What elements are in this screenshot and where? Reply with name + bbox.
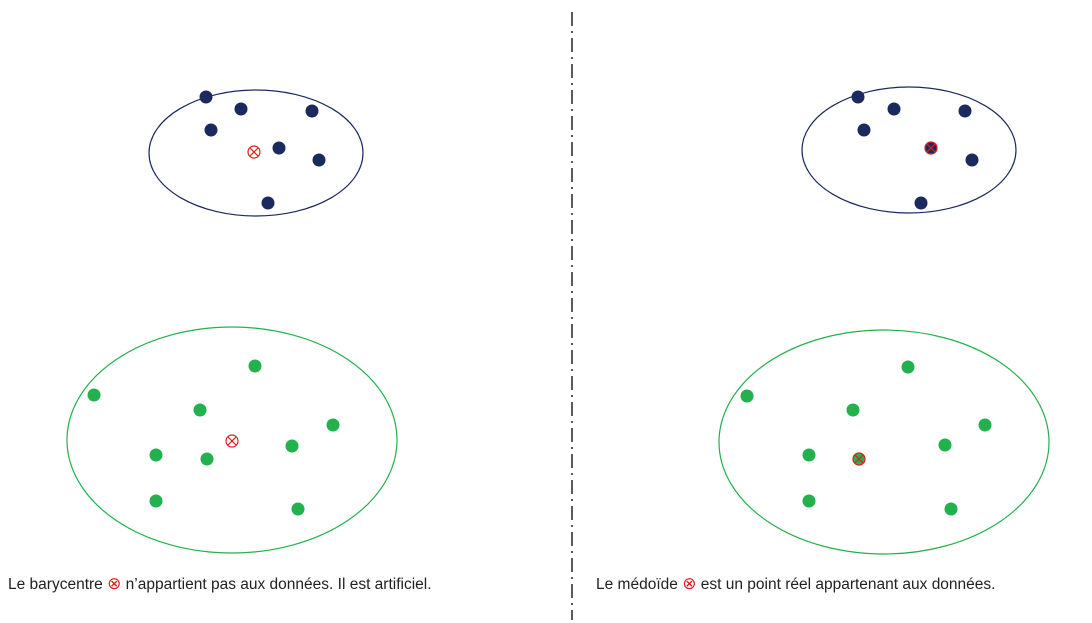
left-panel — [66, 89, 398, 554]
point — [149, 448, 163, 462]
point — [193, 403, 207, 417]
caption: Le barycentre ⊗ n’appartient pas aux don… — [8, 574, 432, 594]
point — [802, 494, 816, 508]
barycentre — [225, 434, 239, 448]
point — [200, 452, 214, 466]
point — [204, 123, 218, 137]
point — [802, 448, 816, 462]
symbol: ⊗ — [682, 574, 697, 593]
point — [261, 196, 275, 210]
caption-text: n’appartient pas aux données. Il est art… — [125, 576, 432, 593]
point — [272, 141, 286, 155]
cluster-outline — [718, 329, 1050, 555]
cluster-points — [740, 360, 992, 516]
point — [965, 153, 979, 167]
medoid — [852, 452, 866, 466]
caption: Le médoïde ⊗ est un point réel appartena… — [596, 574, 995, 594]
point — [857, 123, 871, 137]
barycentre — [247, 145, 261, 159]
point — [326, 418, 340, 432]
right-panel — [718, 86, 1050, 555]
point — [978, 418, 992, 432]
caption-text: est un point réel appartenant aux donnée… — [700, 576, 996, 593]
point — [851, 90, 865, 104]
caption-text: Le barycentre — [8, 576, 103, 593]
point — [149, 494, 163, 508]
point — [234, 102, 248, 116]
point — [901, 360, 915, 374]
point — [285, 439, 299, 453]
cluster-outline — [801, 86, 1017, 214]
point — [740, 389, 754, 403]
point — [914, 196, 928, 210]
cluster-points — [851, 90, 979, 210]
point — [199, 90, 213, 104]
symbol: ⊗ — [107, 574, 122, 593]
cluster-outline — [66, 326, 398, 554]
point — [938, 438, 952, 452]
point — [312, 153, 326, 167]
cluster-points — [199, 90, 326, 210]
point — [887, 102, 901, 116]
point — [958, 104, 972, 118]
point — [248, 359, 262, 373]
cluster-outline — [148, 89, 364, 217]
point — [87, 388, 101, 402]
medoid — [924, 141, 938, 155]
cluster-points — [87, 359, 340, 516]
point — [846, 403, 860, 417]
point — [305, 104, 319, 118]
point — [944, 502, 958, 516]
caption-text: Le médoïde — [596, 576, 678, 593]
point — [291, 502, 305, 516]
